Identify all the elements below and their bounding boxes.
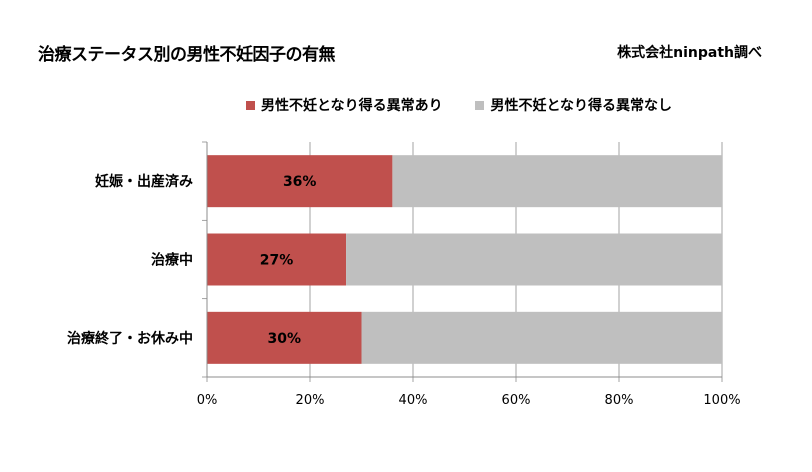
data-label: 36% xyxy=(283,174,317,190)
legend-item-abnormal: 男性不妊となり得る異常あり xyxy=(246,95,443,115)
chart-title: 治療ステータス別の男性不妊因子の有無 xyxy=(38,45,336,65)
x-tick-label: 40% xyxy=(399,393,428,408)
legend-swatch-abnormal xyxy=(246,100,255,110)
bar-segment xyxy=(392,155,722,208)
bar-segment xyxy=(361,311,722,364)
x-tick-label: 80% xyxy=(605,393,634,408)
legend-label-abnormal: 男性不妊となり得る異常あり xyxy=(261,98,443,114)
x-tick-label: 0% xyxy=(197,393,218,408)
legend: 男性不妊となり得る異常あり 男性不妊となり得る異常なし xyxy=(246,95,700,115)
category-label: 治療中 xyxy=(151,252,193,269)
category-label: 治療終了・お休み中 xyxy=(67,330,193,347)
legend-item-normal: 男性不妊となり得る異常なし xyxy=(475,95,672,115)
bar-segment xyxy=(346,233,722,286)
x-tick-label: 60% xyxy=(502,393,531,408)
category-label: 妊娠・出産済み xyxy=(95,173,193,190)
data-label: 30% xyxy=(267,331,301,347)
bar-segment xyxy=(207,233,347,286)
x-tick-label: 20% xyxy=(296,393,325,408)
bar-segment xyxy=(207,311,362,364)
legend-label-normal: 男性不妊となり得る異常なし xyxy=(490,98,673,114)
source-note: 株式会社ninpath調べ xyxy=(617,45,762,61)
bar-segment xyxy=(207,155,393,208)
x-tick-label: 100% xyxy=(703,393,740,408)
legend-swatch-normal xyxy=(475,100,485,110)
data-label: 27% xyxy=(260,253,294,269)
